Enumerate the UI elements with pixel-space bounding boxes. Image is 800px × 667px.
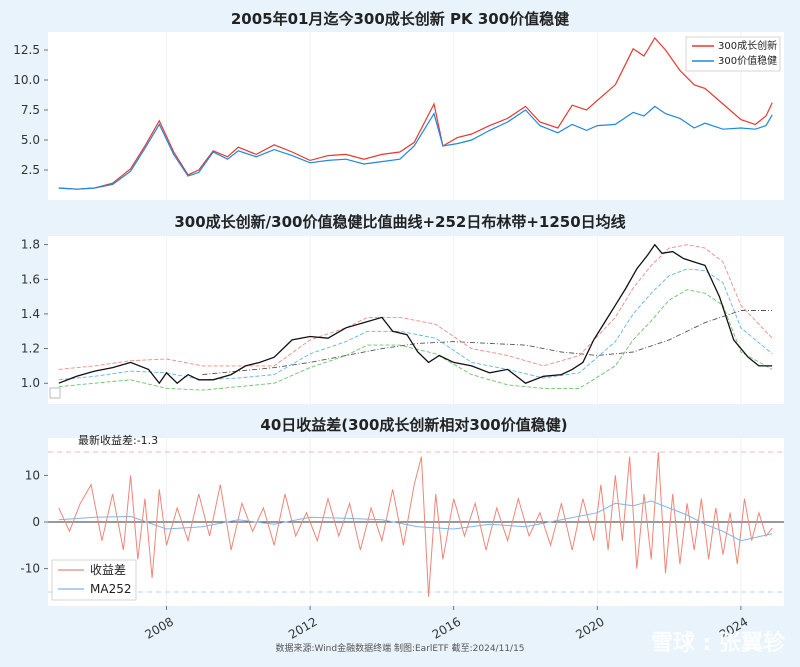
chart0-ytick-label: 10.0 bbox=[13, 73, 40, 87]
xtick-label: 2020 bbox=[573, 614, 606, 641]
chart2-empty-legend-box bbox=[49, 387, 61, 399]
chart1-ytick-label: 1.8 bbox=[21, 238, 40, 252]
chart1-ytick-label: 1.2 bbox=[21, 342, 40, 356]
chart3-legend: 收益差 MA252 bbox=[51, 559, 137, 601]
chart1-plot-area bbox=[48, 32, 784, 200]
legend-label-growth: 300成长创新 bbox=[718, 39, 777, 52]
ma252-line bbox=[58, 500, 773, 542]
chart1-ytick-label: 1.4 bbox=[21, 307, 40, 321]
chart2-ytick-label: -10 bbox=[20, 562, 40, 576]
return-diff-line bbox=[58, 451, 773, 597]
legend-label-diff: 收益差 bbox=[90, 563, 126, 577]
footer-source: 数据来源:Wind金融数据终端 制图:EarlETF 截至:2024/11/15 bbox=[275, 642, 524, 654]
chart1-title: 2005年01月迄今300成长创新 PK 300价值稳健 bbox=[231, 10, 569, 28]
chart0-ytick-label: 2.5 bbox=[21, 163, 40, 177]
bollinger-upper-line bbox=[58, 244, 773, 370]
series-growth-line bbox=[58, 36, 773, 190]
xtick-label: 2008 bbox=[143, 614, 176, 641]
chart1-legend: 300成长创新 300价值稳健 bbox=[685, 36, 781, 72]
chart2-title: 300成长创新/300价值稳健比值曲线+252日布林带+1250日均线 bbox=[174, 213, 625, 231]
chart2-ytick-label: 0 bbox=[32, 515, 40, 529]
chart3-marks: -10 0 10 bbox=[20, 438, 784, 606]
chart2-ytick-label: 10 bbox=[25, 468, 40, 482]
xtick-label: 2012 bbox=[286, 614, 319, 641]
bollinger-lower-line bbox=[58, 289, 773, 391]
chart1-marks: 2.5 5.0 7.5 10.0 12.5 bbox=[13, 32, 773, 200]
watermark: 雪球 : 张翼轸 bbox=[651, 630, 786, 656]
chart0-ytick-label: 12.5 bbox=[13, 43, 40, 57]
chart3-latest-annotation: 最新收益差:-1.3 bbox=[78, 433, 158, 447]
ratio-line bbox=[58, 243, 773, 385]
chart0-ytick-label: 5.0 bbox=[21, 133, 40, 147]
legend-label-value: 300价值稳健 bbox=[718, 54, 777, 67]
series-value-line bbox=[58, 105, 773, 190]
chart1-ytick-label: 1.0 bbox=[21, 376, 40, 390]
chart1-ytick-label: 1.6 bbox=[21, 272, 40, 286]
chart0-ytick-label: 7.5 bbox=[21, 103, 40, 117]
chart3-title: 40日收益差(300成长创新相对300价值稳健) bbox=[260, 416, 567, 434]
xtick-label: 2016 bbox=[430, 614, 463, 641]
chart2-plot-area bbox=[48, 236, 784, 404]
chart2-marks: 1.0 1.2 1.4 1.6 1.8 bbox=[21, 236, 773, 404]
legend-label-ma: MA252 bbox=[90, 582, 131, 596]
